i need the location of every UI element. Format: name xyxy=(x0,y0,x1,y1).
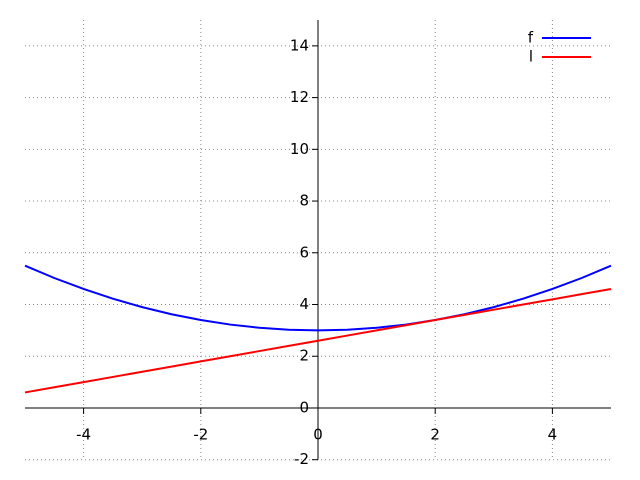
x-tick-label: 4 xyxy=(548,425,558,443)
legend-label: l xyxy=(529,48,533,66)
x-tick-label: -4 xyxy=(76,425,91,443)
y-tick-label: 10 xyxy=(290,140,309,158)
x-tick-label: 2 xyxy=(430,425,440,443)
y-tick-label: 12 xyxy=(290,88,309,106)
y-tick-label: -2 xyxy=(294,450,309,468)
y-tick-label: 8 xyxy=(299,192,309,210)
series-line xyxy=(24,288,612,394)
series-line xyxy=(24,264,612,332)
y-tick-label: 6 xyxy=(299,243,309,261)
x-tick-label: -2 xyxy=(193,425,208,443)
y-tick-label: 2 xyxy=(299,347,309,365)
y-tick-label: 0 xyxy=(299,398,309,416)
y-tick-label: 14 xyxy=(290,36,309,54)
legend-label: f xyxy=(528,29,534,47)
y-tick-label: 4 xyxy=(299,295,309,313)
x-tick-label: 0 xyxy=(313,425,323,443)
